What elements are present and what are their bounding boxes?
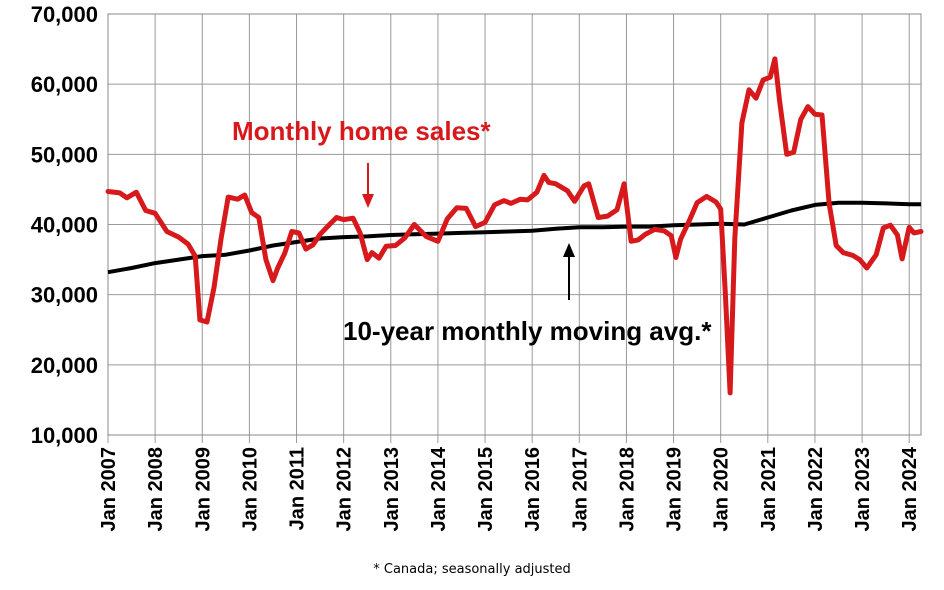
series-line-moving-average <box>107 200 921 275</box>
x-tick-label: Jan 2012 <box>334 447 356 532</box>
y-tick-label: 40,000 <box>31 213 98 238</box>
x-tick-label: Jan 2021 <box>758 447 780 532</box>
plot-frame <box>107 13 922 436</box>
x-tick-label: Jan 2018 <box>616 447 638 532</box>
x-tick-label: Jan 2019 <box>664 447 686 532</box>
y-tick-label: 10,000 <box>31 423 98 448</box>
x-tick-label: Jan 2015 <box>475 447 497 532</box>
annotation-moving-average-label: 10-year monthly moving avg.* <box>343 316 712 346</box>
y-tick-label: 50,000 <box>31 142 98 167</box>
x-tick-label: Jan 2017 <box>569 447 591 532</box>
annotation-moving-average-arrowhead <box>563 243 575 257</box>
x-tick-label: Jan 2011 <box>287 447 309 530</box>
x-tick-label: Jan 2014 <box>428 446 450 531</box>
x-tick-label: Jan 2023 <box>852 447 874 532</box>
x-tick-label: Jan 2016 <box>522 447 544 532</box>
chart: 10,000 20,000 30,000 40,000 50,000 60,000 70,0… <box>31 2 924 532</box>
x-tick-label: Jan 2007 <box>98 447 120 532</box>
x-axis-ticks: Jan 2007 Jan 2008 Jan 2009 Jan 2010 Jan 2011… <box>98 446 921 531</box>
x-tick-label: Jan 2020 <box>711 447 733 532</box>
grid-lines <box>107 13 921 443</box>
y-tick-label: 20,000 <box>31 353 98 378</box>
x-tick-label: Jan 2022 <box>805 447 827 532</box>
annotation-monthly-sales-arrowhead <box>362 194 374 208</box>
x-tick-label: Jan 2024 <box>899 446 921 531</box>
x-tick-label: Jan 2010 <box>239 447 261 532</box>
y-tick-label: 60,000 <box>31 72 98 97</box>
x-tick-label: Jan 2013 <box>381 447 403 532</box>
annotation-monthly-sales-label: Monthly home sales* <box>232 116 491 146</box>
y-tick-label: 70,000 <box>31 2 98 27</box>
x-tick-label: Jan 2009 <box>192 447 214 532</box>
series-line-monthly-sales <box>105 56 924 396</box>
y-tick-label: 30,000 <box>31 283 98 308</box>
footnote: * Canada; seasonally adjusted <box>373 562 571 577</box>
y-axis-ticks: 10,000 20,000 30,000 40,000 50,000 60,000 70,0… <box>31 2 98 448</box>
x-tick-label: Jan 2008 <box>145 447 167 532</box>
